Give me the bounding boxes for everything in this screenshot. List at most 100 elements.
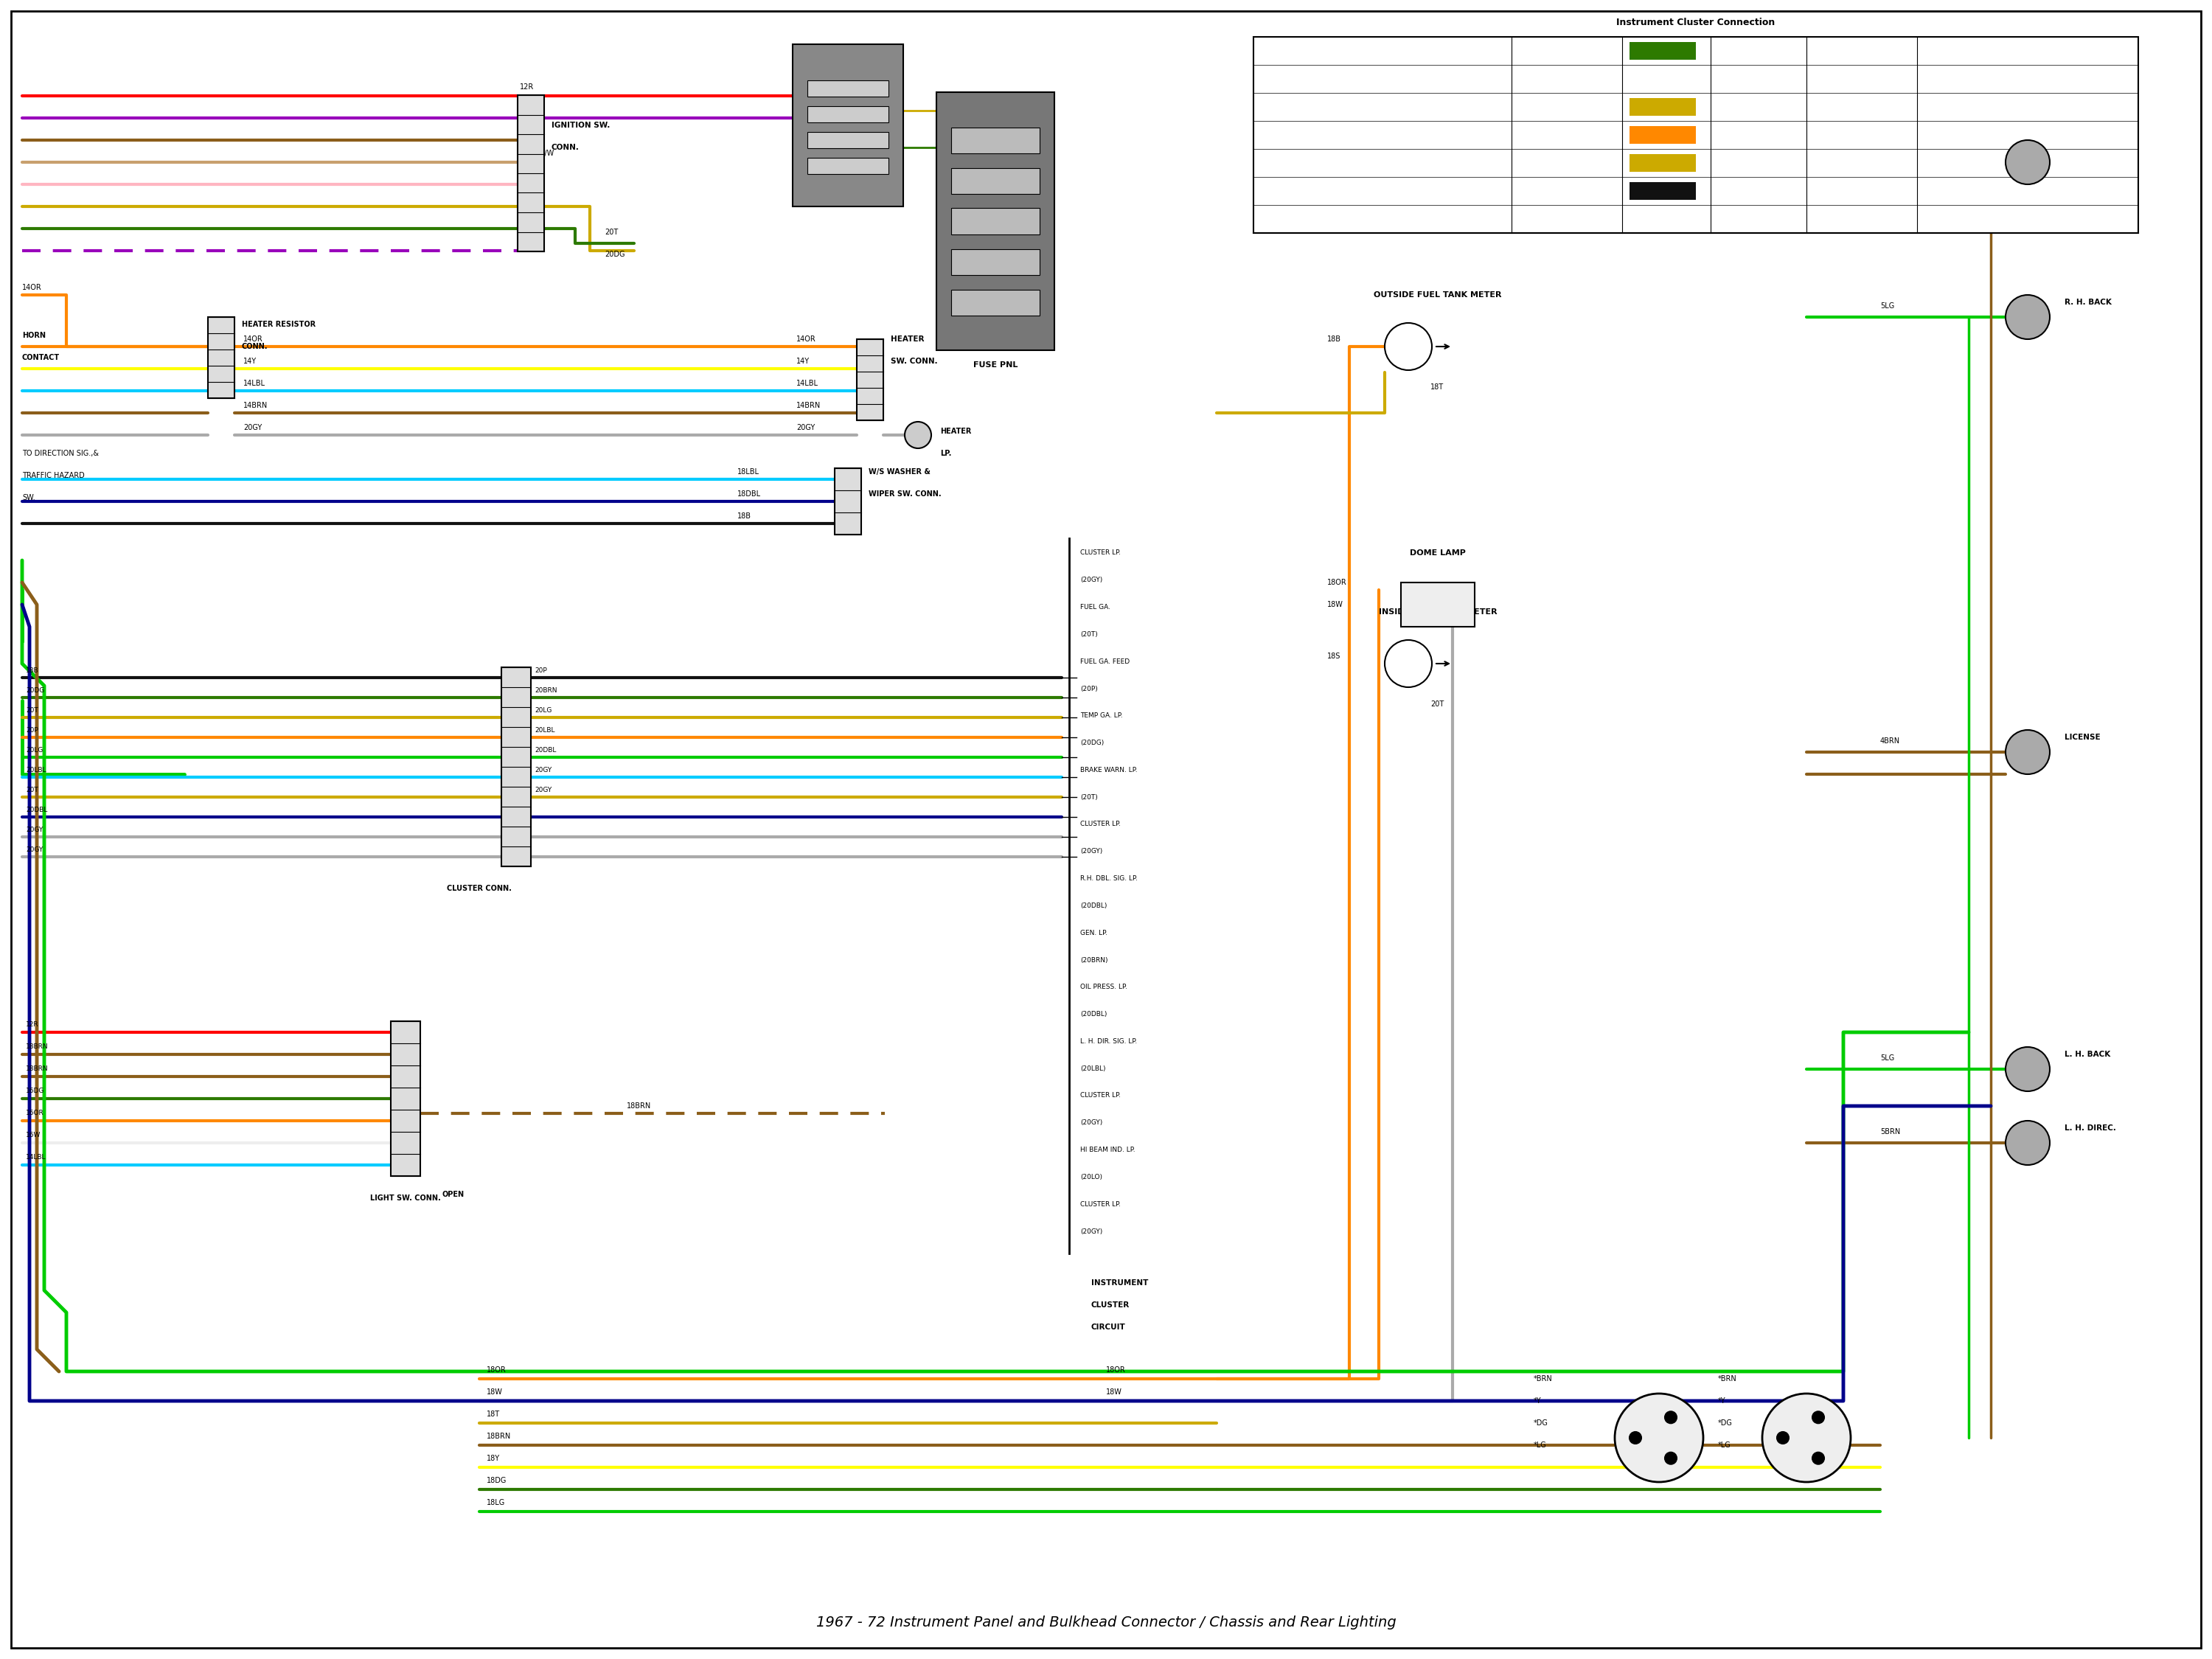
Text: HEATER: HEATER [891,335,925,343]
Circle shape [1776,1432,1790,1443]
Text: (20T): (20T) [1079,795,1097,801]
Text: 18BRN: 18BRN [626,1102,650,1110]
Text: Instrument Cluster Connection: Instrument Cluster Connection [1617,17,1776,27]
Circle shape [905,421,931,448]
Circle shape [2006,730,2051,775]
Text: HI BEAM IND. LP.: HI BEAM IND. LP. [1079,1146,1135,1153]
Text: 20T: 20T [604,229,617,236]
Text: 12BRN: 12BRN [520,128,544,134]
Text: Ground: Ground [1814,46,1840,55]
Text: LICENSE: LICENSE [2064,733,2101,742]
Text: 20T: 20T [27,786,38,793]
Text: 20BRN: 20BRN [535,687,557,693]
Text: L. H. BACK: L. H. BACK [2064,1050,2110,1058]
Text: (20P): (20P) [1079,685,1097,692]
Text: (20BRN): (20BRN) [1079,957,1108,964]
Bar [951,128,1040,153]
Text: 18B: 18B [27,667,40,674]
Text: INSIDE FUEL TANK METER: INSIDE FUEL TANK METER [1378,609,1498,615]
Text: BLK/Brn: BLK/Brn [1719,216,1747,222]
Text: TEMP GA. LP.: TEMP GA. LP. [1079,712,1124,718]
Text: (20LBL): (20LBL) [1079,1065,1106,1072]
Text: R. H. DIREC.: R. H. DIREC. [2064,144,2117,151]
Bar [936,93,1055,350]
Text: 20T: 20T [27,707,38,713]
Text: High Bm Lmp: High Bm Lmp [1814,187,1863,194]
Bar [951,168,1040,194]
Text: GEN. LP.: GEN. LP. [1079,929,1108,936]
Text: 12P: 12P [520,173,533,179]
Text: 14BRN: 14BRN [796,401,821,410]
Bar [502,667,531,866]
Circle shape [1630,1432,1641,1443]
Text: 1967 - 72 Instrument Panel and Bulkhead Connector / Chassis and Rear Lighting: 1967 - 72 Instrument Panel and Bulkhead … [816,1616,1396,1629]
Text: OUTSIDE FUEL TANK METER: OUTSIDE FUEL TANK METER [1374,292,1502,299]
Text: CONTACT: CONTACT [22,353,60,362]
Text: BRAKE WARN. LP.: BRAKE WARN. LP. [1079,766,1137,773]
Text: (20DBL): (20DBL) [1079,902,1106,909]
Text: 20GY: 20GY [27,846,42,853]
Text: (20GY): (20GY) [1079,577,1102,584]
Text: 4BRN: 4BRN [1880,737,1900,745]
Text: 20P: 20P [535,667,546,674]
Text: 18B: 18B [737,513,752,519]
Bar [392,1022,420,1176]
Text: Alternator: Alternator [1261,187,1296,194]
Text: 20LBL: 20LBL [535,727,555,733]
Text: L. H. DIR. SIG. LP.: L. H. DIR. SIG. LP. [1079,1039,1137,1045]
Text: 20DBL: 20DBL [27,806,46,813]
Text: R.H. DBL. SIG. LP.: R.H. DBL. SIG. LP. [1079,876,1137,883]
Text: 18LG: 18LG [487,1500,504,1506]
Text: 18W: 18W [1327,601,1343,609]
Text: CLUSTER: CLUSTER [1091,1301,1130,1309]
Text: 18T: 18T [1431,383,1444,392]
Bar [951,249,1040,275]
Text: 5LG: 5LG [1880,302,1893,310]
Text: 24BRN/W: 24BRN/W [520,149,553,158]
Circle shape [1763,1394,1851,1481]
Text: HORN: HORN [22,332,46,338]
Bar [792,45,902,206]
Text: 20 DG: 20 DG [1520,46,1542,55]
Text: FUEL GA.: FUEL GA. [1079,604,1110,611]
Bar [1630,98,1697,116]
Text: 20LG: 20LG [535,707,551,713]
Bar [951,289,1040,315]
Circle shape [1615,1394,1703,1481]
Bar [807,80,889,96]
Circle shape [2006,139,2051,184]
Bar [1630,126,1697,144]
Text: 20GY: 20GY [535,786,551,793]
Text: DOME LAMP: DOME LAMP [1409,549,1467,557]
Circle shape [1666,1452,1677,1465]
Text: 20T: 20T [520,194,533,201]
Text: Brake Warn Lmp: Brake Warn Lmp [1261,159,1321,166]
Text: 20GY: 20GY [27,826,42,833]
Text: 14OR: 14OR [22,284,42,292]
Text: 16DG: 16DG [27,1088,44,1095]
Circle shape [2006,1047,2051,1092]
Text: 20T: 20T [1520,159,1533,166]
Text: CLUSTER CONN.: CLUSTER CONN. [447,884,511,893]
Bar [1630,182,1697,199]
Text: (20T): (20T) [1079,630,1097,637]
Text: 18OR: 18OR [487,1367,507,1374]
Text: Fuel Gauge: Fuel Gauge [1261,103,1301,111]
Text: (20GY): (20GY) [1079,1120,1102,1126]
Text: *BRN: *BRN [1719,1375,1736,1382]
Text: 5BRN: 5BRN [1843,133,1863,139]
Text: *Y: *Y [1533,1397,1542,1405]
Text: HEATER: HEATER [940,428,971,435]
Text: 18BRN: 18BRN [27,1065,49,1072]
Text: (20DBL): (20DBL) [1079,1010,1106,1017]
Text: (20DG): (20DG) [1079,740,1104,747]
Bar [1630,41,1697,60]
Text: 20GY: 20GY [535,766,551,773]
Text: (20GY): (20GY) [1079,848,1102,854]
Bar [518,95,544,252]
Text: 18BRN: 18BRN [487,1433,511,1440]
Text: CLUSTER LP.: CLUSTER LP. [1079,549,1121,556]
Text: OIL PRESS. LP.: OIL PRESS. LP. [1079,984,1128,990]
Text: 20P: 20P [1520,131,1533,139]
Text: 16OR: 16OR [27,1110,44,1117]
